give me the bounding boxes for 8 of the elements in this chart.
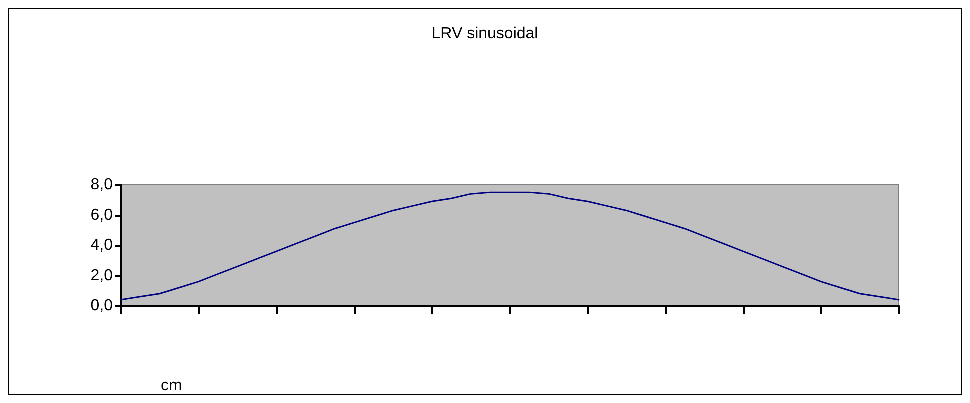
- line-series: [120, 192, 900, 301]
- chart-title: LRV sinusoidal: [432, 26, 538, 42]
- y-tick-label: 6,0: [90, 206, 114, 224]
- y-tick-label: 0,0: [90, 298, 114, 314]
- y-tick-label: 8,0: [90, 176, 114, 194]
- x-axis-title: cm: [161, 378, 182, 394]
- y-tick-label: 4,0: [90, 237, 114, 254]
- y-tick-label: 2,0: [90, 267, 114, 284]
